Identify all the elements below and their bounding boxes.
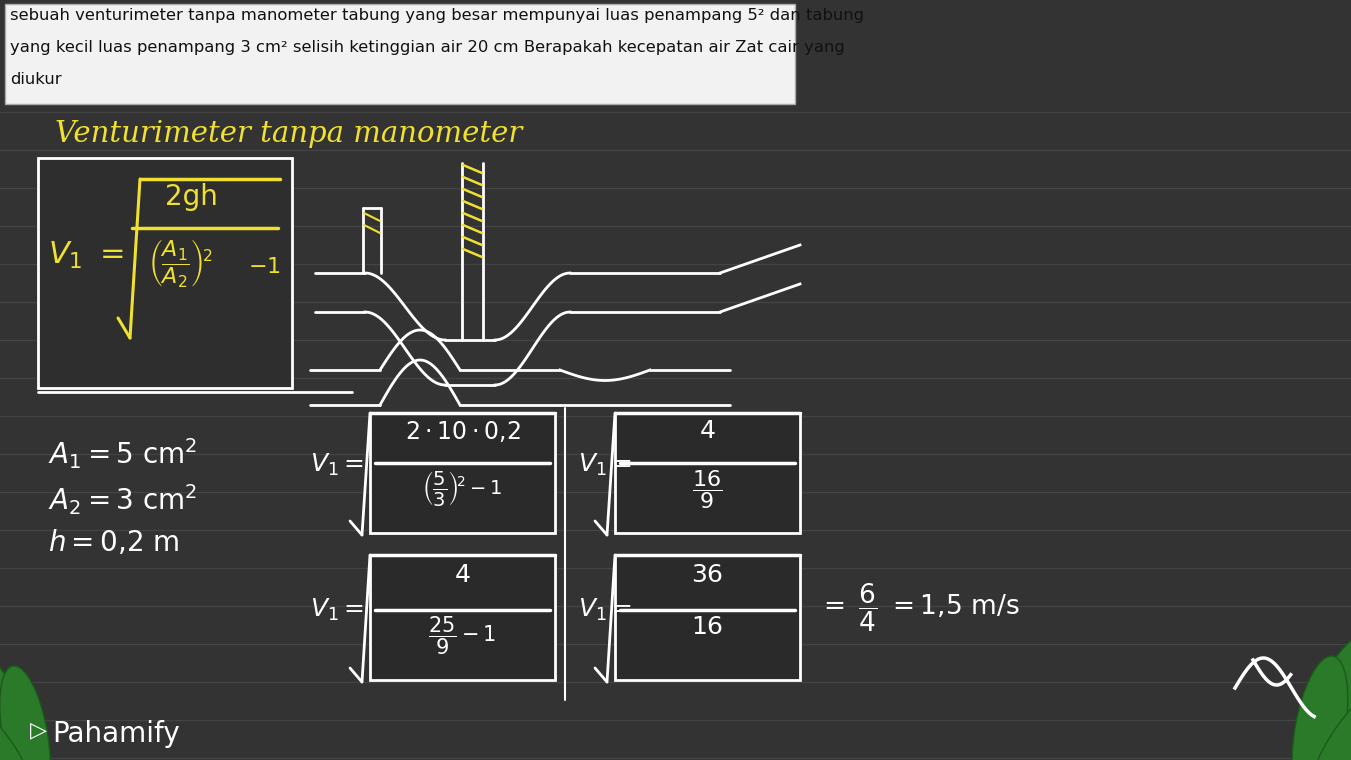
- Ellipse shape: [1292, 656, 1348, 760]
- Text: $V_1\ =$: $V_1\ =$: [49, 239, 123, 271]
- Ellipse shape: [0, 647, 42, 760]
- Text: $V_1 =$: $V_1 =$: [578, 597, 632, 623]
- Text: Pahamify: Pahamify: [51, 720, 180, 748]
- Bar: [370, 413, 555, 533]
- Text: $36$: $36$: [692, 563, 724, 587]
- Text: sebuah venturimeter tanpa manometer tabung yang besar mempunyai luas penampang 5: sebuah venturimeter tanpa manometer tabu…: [9, 8, 865, 23]
- Text: $4$: $4$: [700, 419, 716, 443]
- Bar: [38, 158, 292, 388]
- Text: Venturimeter tanpa manometer: Venturimeter tanpa manometer: [55, 120, 523, 148]
- Text: $h = 0{,}2\ \mathrm{m}$: $h = 0{,}2\ \mathrm{m}$: [49, 528, 180, 557]
- Ellipse shape: [1310, 681, 1351, 760]
- Text: $V_1 =$: $V_1 =$: [309, 597, 363, 623]
- Text: $A_1 = 5\ \mathrm{cm}^2$: $A_1 = 5\ \mathrm{cm}^2$: [49, 436, 197, 470]
- Ellipse shape: [0, 689, 30, 760]
- Text: $16$: $16$: [692, 615, 724, 638]
- Text: $\dfrac{25}{9} - 1$: $\dfrac{25}{9} - 1$: [428, 615, 497, 657]
- Text: $-1$: $-1$: [249, 257, 281, 277]
- Text: $\left(\dfrac{5}{3}\right)^{\!2} - 1$: $\left(\dfrac{5}{3}\right)^{\!2} - 1$: [423, 469, 503, 508]
- Text: ▷: ▷: [30, 720, 47, 740]
- Text: $2 \cdot 10 \cdot 0{,}2$: $2 \cdot 10 \cdot 0{,}2$: [405, 419, 520, 444]
- FancyBboxPatch shape: [5, 4, 794, 104]
- Text: $V_1 =$: $V_1 =$: [578, 452, 632, 478]
- Bar: [615, 555, 800, 680]
- Bar: [370, 555, 555, 680]
- Bar: [615, 413, 800, 533]
- Text: $=\ \dfrac{6}{4}\ = 1{,}5\ \mathrm{m/s}$: $=\ \dfrac{6}{4}\ = 1{,}5\ \mathrm{m/s}$: [817, 582, 1020, 634]
- Text: $V_1 =$: $V_1 =$: [309, 452, 363, 478]
- Text: $\dfrac{16}{9}$: $\dfrac{16}{9}$: [692, 468, 723, 511]
- Text: 2gh: 2gh: [165, 183, 218, 211]
- Text: $A_2 = 3\ \mathrm{cm}^2$: $A_2 = 3\ \mathrm{cm}^2$: [49, 482, 197, 517]
- Ellipse shape: [1300, 635, 1351, 760]
- Text: $4$: $4$: [454, 563, 470, 587]
- Text: $\left(\dfrac{A_1}{A_2}\right)^{\!2}$: $\left(\dfrac{A_1}{A_2}\right)^{\!2}$: [149, 237, 212, 289]
- Text: diukur: diukur: [9, 72, 62, 87]
- Text: yang kecil luas penampang 3 cm² selisih ketinggian air 20 cm Berapakah kecepatan: yang kecil luas penampang 3 cm² selisih …: [9, 40, 844, 55]
- Ellipse shape: [0, 666, 50, 760]
